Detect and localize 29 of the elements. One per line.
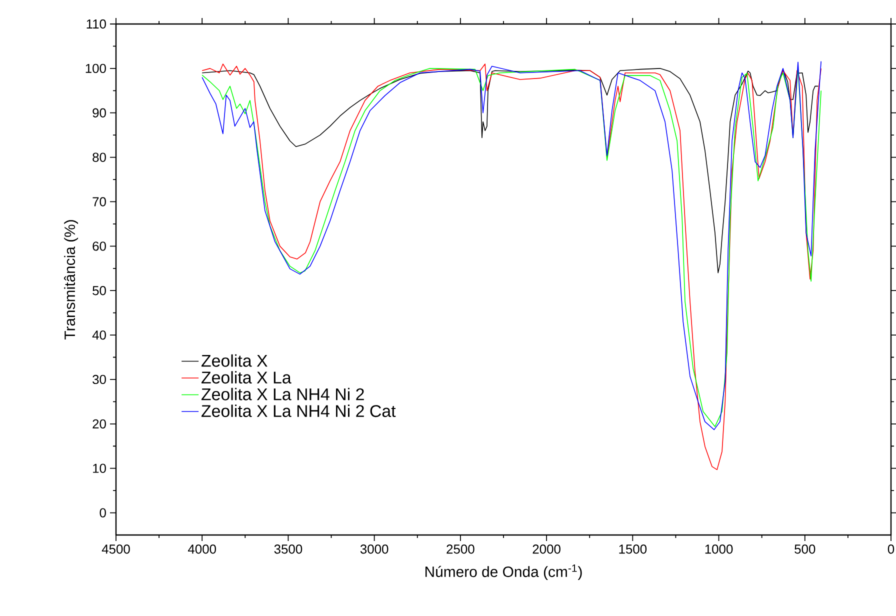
y-tick-label: 60 bbox=[92, 242, 106, 251]
x-tick-label: 3000 bbox=[360, 544, 388, 554]
x-tick-label: 500 bbox=[794, 544, 816, 554]
y-tick-label: 10 bbox=[93, 464, 106, 473]
legend-label: Zeolita X La NH4 Ni 2 Cat bbox=[202, 404, 396, 418]
x-tick-label: 2000 bbox=[532, 544, 560, 554]
y-axis-title: Transmitância (%) bbox=[64, 220, 78, 340]
y-tick-label: 30 bbox=[92, 374, 106, 384]
y-tick-label: 110 bbox=[86, 19, 106, 29]
y-tick-label: 20 bbox=[92, 419, 106, 428]
y-tick-label: 40 bbox=[92, 330, 106, 340]
legend-label: Zeolita X bbox=[202, 354, 268, 367]
x-tick-label: 1000 bbox=[705, 544, 733, 554]
x-tick-label: 2500 bbox=[446, 544, 474, 554]
y-tick-label: 50 bbox=[92, 286, 106, 296]
legend-label: Zeolita X La bbox=[202, 371, 292, 384]
y-tick-label: 80 bbox=[92, 152, 106, 162]
y-tick-label: 100 bbox=[86, 64, 106, 74]
y-tick-label: 90 bbox=[92, 108, 106, 118]
line-series bbox=[202, 68, 819, 274]
y-tick-label: 70 bbox=[92, 197, 106, 206]
x-tick-label: 1500 bbox=[619, 544, 647, 554]
legend-label: Zeolita X La NH4 Ni 2 bbox=[202, 388, 364, 400]
x-tick-label: 4000 bbox=[188, 544, 216, 554]
x-tick-label: 0 bbox=[888, 544, 894, 554]
x-axis-title: Número de Onda (cm$^{-1}$) bbox=[425, 564, 582, 580]
x-tick-label: 4500 bbox=[102, 544, 130, 554]
x-tick-label: 3500 bbox=[274, 544, 302, 554]
y-tick-label: 0 bbox=[100, 508, 106, 518]
